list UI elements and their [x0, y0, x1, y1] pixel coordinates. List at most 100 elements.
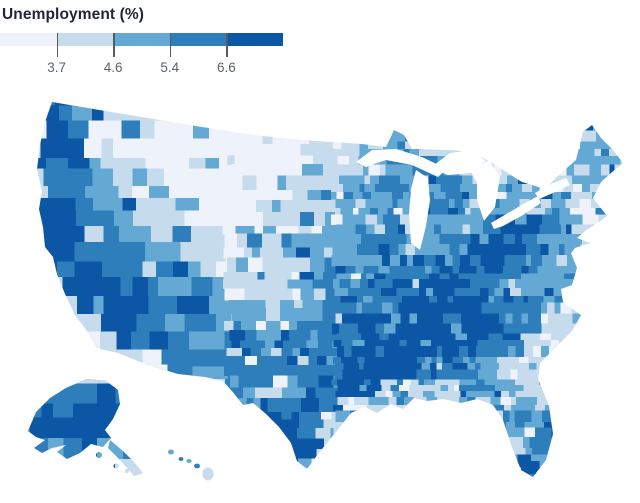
county-cell: [239, 340, 256, 349]
county-cell: [534, 149, 541, 157]
county-cell: [315, 307, 323, 322]
county-cell: [549, 115, 556, 123]
county-cell: [392, 302, 400, 314]
county-cell: [111, 438, 124, 460]
county-cell: [230, 449, 247, 460]
county-cell: [528, 149, 536, 157]
county-cell: [420, 421, 431, 429]
county-cell: [439, 273, 451, 280]
county-cell: [528, 313, 535, 325]
county-cell: [89, 417, 101, 439]
county-cell: [121, 417, 143, 439]
county-cell: [539, 184, 546, 193]
county-cell: [368, 164, 381, 177]
county-cell: [381, 130, 389, 143]
county-cell: [375, 184, 386, 193]
county-cell: [432, 447, 444, 456]
county-cell: [343, 346, 353, 358]
county-cell: [435, 102, 446, 107]
county-cell: [483, 396, 492, 406]
county-cell: [489, 467, 501, 475]
county-cell: [497, 340, 508, 347]
county-cell: [557, 130, 568, 143]
county-cell: [430, 363, 438, 370]
county-cell: [300, 288, 315, 301]
county-cell: [624, 405, 631, 411]
county-cell: [572, 243, 582, 256]
county-cell: [539, 224, 551, 235]
county-cell: [336, 192, 345, 200]
county-cell: [364, 340, 375, 347]
county-cell: [555, 492, 562, 502]
county-cell: [521, 379, 535, 386]
county-cell: [67, 158, 91, 170]
county-cell: [342, 369, 352, 381]
county-cell: [337, 449, 350, 460]
county-cell: [277, 189, 294, 201]
county-cell: [374, 278, 385, 289]
county-cell: [600, 164, 611, 177]
county-cell: [243, 478, 251, 494]
county-cell: [514, 302, 524, 314]
county-cell: [149, 331, 169, 350]
county-cell: [492, 323, 505, 335]
county-cell: [454, 198, 464, 209]
county-cell: [571, 492, 579, 502]
lake-erie: [491, 196, 541, 229]
county-cell: [227, 257, 237, 273]
county-cell: [234, 155, 243, 165]
county-cell: [374, 447, 382, 456]
county-cell: [516, 323, 526, 335]
county-cell: [427, 105, 434, 116]
county-cell: [7, 367, 21, 380]
county-cell: [582, 233, 590, 245]
county-cell: [286, 356, 299, 366]
county-cell: [284, 226, 300, 235]
county-cell: [385, 405, 397, 412]
county-cell: [385, 421, 396, 429]
county-cell: [563, 141, 570, 150]
county-cell: [488, 454, 495, 462]
county-cell: [499, 278, 509, 289]
county-cell: [382, 255, 391, 267]
county-cell: [59, 459, 82, 477]
county-cell: [222, 226, 237, 235]
county-cell: [34, 226, 48, 243]
county-cell: [515, 379, 523, 386]
county-cell: [370, 175, 380, 185]
county-cell: [468, 102, 478, 107]
county-cell: [265, 449, 277, 460]
county-cell: [453, 405, 463, 412]
county-cell: [446, 175, 457, 185]
county-cell: [502, 447, 510, 456]
county-cell: [50, 277, 63, 297]
county-cell: [244, 247, 253, 259]
county-cell: [560, 396, 567, 406]
county-cell: [433, 115, 445, 123]
county-cell: [89, 158, 102, 170]
county-cell: [309, 347, 321, 357]
county-cell: [592, 105, 605, 116]
county-cell: [357, 482, 365, 493]
county-cell: [507, 130, 514, 143]
county-cell: [599, 390, 609, 398]
county-cell: [523, 385, 536, 392]
county-cell: [346, 175, 357, 185]
county-cell: [266, 307, 281, 322]
county-cell: [547, 363, 557, 370]
county-cell: [504, 156, 516, 166]
county-cell: [248, 419, 262, 429]
county-cell: [296, 247, 311, 259]
county-cell: [597, 454, 604, 462]
county-cell: [69, 102, 91, 107]
county-cell: [476, 323, 484, 335]
county-cell: [606, 467, 614, 475]
county-cell: [590, 379, 601, 386]
county-cell: [28, 226, 35, 243]
county-cell: [409, 482, 420, 493]
county-cell: [15, 478, 35, 498]
county-cell: [467, 302, 475, 314]
county-cell: [437, 346, 443, 358]
county-cell: [559, 214, 570, 226]
county-cell: [610, 121, 618, 132]
